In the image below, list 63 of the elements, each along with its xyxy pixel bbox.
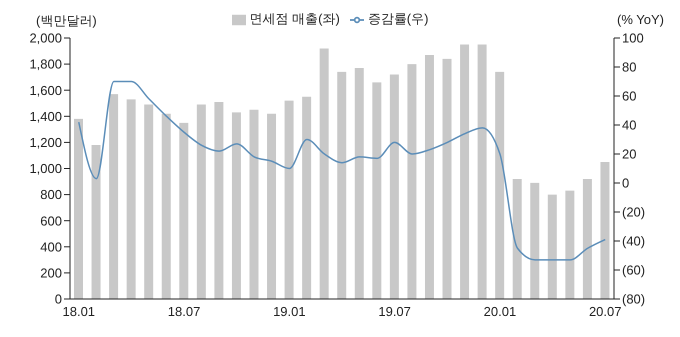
y2-tick-label: 80 — [622, 60, 636, 75]
bar — [284, 100, 294, 299]
bar — [302, 96, 312, 299]
bar — [390, 74, 399, 299]
bar — [144, 104, 154, 299]
bar — [442, 58, 452, 299]
bar — [582, 178, 592, 299]
y2-tick-label: 40 — [622, 118, 636, 133]
x-tick-label: 18.07 — [168, 304, 200, 320]
y-tick-label: 800 — [40, 187, 62, 202]
y-tick-label: 0 — [54, 292, 62, 307]
bar — [600, 162, 610, 299]
bar — [109, 94, 118, 299]
y-tick-label: 1,800 — [29, 56, 62, 72]
bar — [92, 145, 101, 299]
bar — [214, 102, 224, 299]
y-tick-label: 1,200 — [29, 135, 62, 150]
bar — [179, 122, 188, 299]
y2-tick-label: 60 — [622, 88, 636, 104]
y2-tick-label: (20) — [622, 204, 646, 220]
line-series — [78, 80, 606, 261]
bar — [162, 114, 171, 299]
x-tick-label: 20.07 — [588, 304, 622, 320]
y2-axis-title: (% YoY) — [617, 12, 664, 27]
bar — [407, 64, 416, 299]
y2-tick-label: 0 — [622, 176, 630, 191]
y-tick-label: 1,600 — [29, 82, 62, 98]
x-tick-label: 19.01 — [273, 304, 306, 320]
y2-tick-label: (60) — [622, 262, 646, 278]
y2-tick-label: 100 — [622, 30, 644, 46]
bar — [460, 44, 470, 299]
x-tick-label: 18.01 — [62, 304, 96, 320]
x-tick-label: 19.07 — [378, 304, 411, 320]
bar — [196, 104, 206, 299]
y-tick-label: 200 — [40, 266, 62, 281]
bar — [565, 190, 574, 299]
legend-label: 면세점 매출(좌) — [250, 11, 340, 26]
y-tick-label: 600 — [40, 213, 62, 228]
bar — [354, 68, 364, 299]
bar — [495, 72, 504, 299]
bar — [337, 72, 346, 299]
legend-label: 증감률(우) — [368, 11, 428, 26]
bar — [530, 182, 540, 299]
bar — [249, 110, 258, 299]
y-axis-title: (백만달러) — [36, 12, 97, 30]
bar — [232, 112, 241, 299]
bar — [512, 178, 522, 299]
bar — [267, 114, 276, 299]
bar — [372, 82, 382, 299]
bar — [548, 194, 557, 299]
y2-tick-label: 20 — [622, 146, 636, 162]
bar — [320, 48, 329, 299]
y2-tick-label: (40) — [622, 234, 646, 249]
y-tick-label: 2,000 — [29, 30, 62, 46]
y-tick-label: 1,400 — [29, 108, 62, 124]
y-tick-label: 400 — [40, 239, 62, 254]
bar — [478, 44, 487, 299]
y2-tick-label: (80) — [622, 292, 646, 307]
bar — [126, 99, 136, 299]
y-tick-label: 1,000 — [29, 161, 62, 176]
bar — [74, 118, 83, 299]
x-tick-label: 20.01 — [484, 304, 516, 320]
bar — [424, 54, 434, 299]
